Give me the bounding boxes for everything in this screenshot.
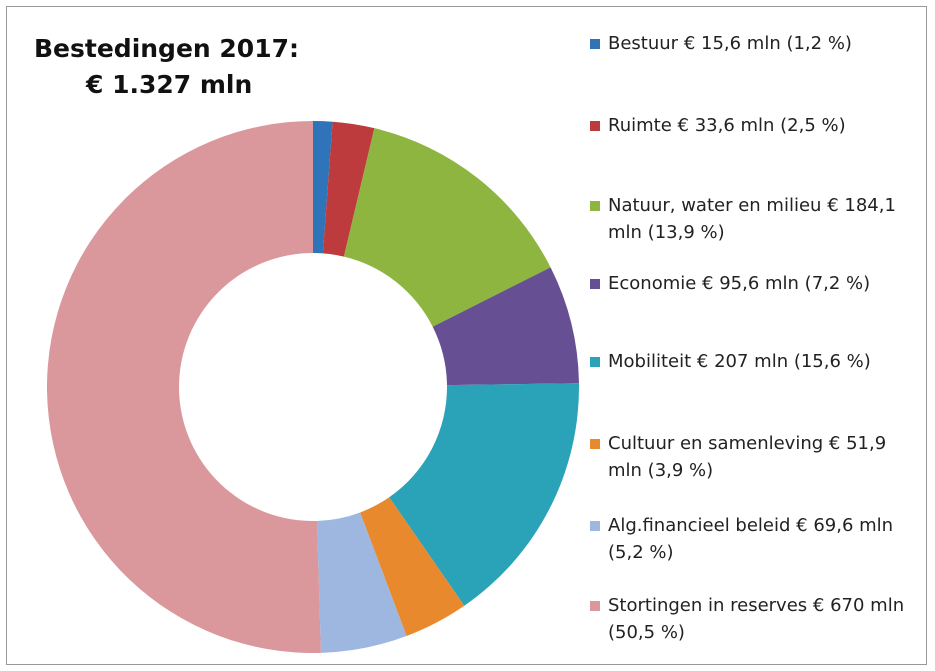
legend-item: Bestuur € 15,6 mln (1,2 %) xyxy=(590,30,920,57)
legend-swatch xyxy=(590,279,600,289)
legend-item: Cultuur en samenleving € 51,9 mln (3,9 %… xyxy=(590,430,920,484)
donut-slice xyxy=(389,383,579,606)
legend-item: Ruimte € 33,6 mln (2,5 %) xyxy=(590,112,920,139)
donut-slice xyxy=(343,128,551,327)
legend-label: Economie xyxy=(608,273,697,294)
donut-slice xyxy=(313,121,333,254)
legend-item: Stortingen in reserves € 670 mln (50,5 %… xyxy=(590,592,920,646)
legend-text: Mobiliteit € 207 mln (15,6 %) xyxy=(608,348,920,375)
legend-item: Natuur, water en milieu € 184,1 mln (13,… xyxy=(590,192,920,246)
legend-label: Ruimte xyxy=(608,115,672,136)
legend-value: € 670 mln (50,5 %) xyxy=(608,595,905,643)
legend-text: Cultuur en samenleving € 51,9 mln (3,9 %… xyxy=(608,430,920,484)
legend-swatch xyxy=(590,39,600,49)
legend-value: € 95,6 mln (7,2 %) xyxy=(702,273,871,294)
legend-swatch xyxy=(590,439,600,449)
legend-label: Alg.financieel beleid xyxy=(608,515,791,536)
legend-text: Alg.financieel beleid € 69,6 mln (5,2 %) xyxy=(608,512,920,566)
chart-title: Bestedingen 2017: xyxy=(34,34,299,63)
legend-label: Natuur, water en milieu xyxy=(608,195,822,216)
legend-swatch xyxy=(590,521,600,531)
legend-text: Economie € 95,6 mln (7,2 %) xyxy=(608,270,920,297)
legend-swatch xyxy=(590,357,600,367)
chart-frame xyxy=(6,6,927,665)
legend-label: Bestuur xyxy=(608,33,679,54)
donut-slice xyxy=(360,497,465,637)
legend-value: € 69,6 mln (5,2 %) xyxy=(608,515,894,563)
legend-text: Bestuur € 15,6 mln (1,2 %) xyxy=(608,30,920,57)
legend-label: Cultuur en samenleving xyxy=(608,433,824,454)
legend-value: € 33,6 mln (2,5 %) xyxy=(677,115,846,136)
chart-subtitle: € 1.327 mln xyxy=(86,70,253,99)
donut-slice xyxy=(322,121,375,257)
legend-text: Natuur, water en milieu € 184,1 mln (13,… xyxy=(608,192,920,246)
donut-slice xyxy=(316,512,407,653)
legend-item: Economie € 95,6 mln (7,2 %) xyxy=(590,270,920,297)
legend-value: € 15,6 mln (1,2 %) xyxy=(683,33,852,54)
legend-text: Ruimte € 33,6 mln (2,5 %) xyxy=(608,112,920,139)
legend-swatch xyxy=(590,201,600,211)
legend-label: Mobiliteit xyxy=(608,351,692,372)
legend-label: Stortingen in reserves xyxy=(608,595,808,616)
legend-swatch xyxy=(590,601,600,611)
legend-item: Mobiliteit € 207 mln (15,6 %) xyxy=(590,348,920,375)
legend-value: € 207 mln (15,6 %) xyxy=(696,351,871,372)
legend-value: € 184,1 mln (13,9 %) xyxy=(608,195,896,243)
legend-item: Alg.financieel beleid € 69,6 mln (5,2 %) xyxy=(590,512,920,566)
legend-text: Stortingen in reserves € 670 mln (50,5 %… xyxy=(608,592,920,646)
donut-slice xyxy=(46,121,321,653)
donut-slice xyxy=(432,267,579,386)
legend-swatch xyxy=(590,121,600,131)
legend-value: € 51,9 mln (3,9 %) xyxy=(608,433,887,481)
